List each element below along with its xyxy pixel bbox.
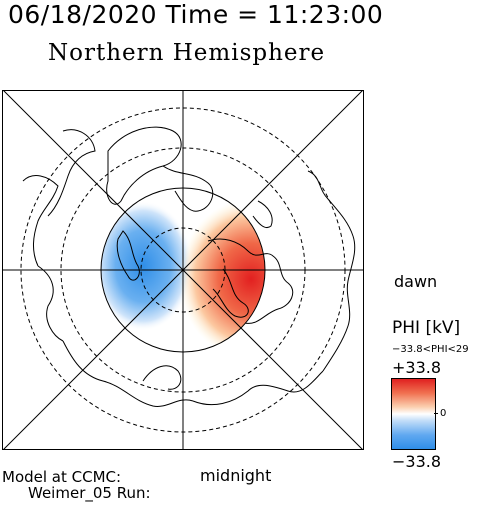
colorbar-mid-label: 0 — [440, 408, 447, 419]
dawn-label: dawn — [394, 272, 438, 291]
run-label: Weimer_05 Run: — [28, 484, 151, 502]
dusk-convection-cell — [101, 201, 193, 331]
date-time-header: 06/18/2020 Time = 11:23:00 — [8, 0, 384, 29]
colorbar-range-text: −33.8<PHI<29 — [392, 344, 469, 355]
colorbar — [391, 378, 436, 450]
colorbar-max-label: +33.8 — [392, 358, 442, 377]
dawn-convection-cell — [179, 199, 265, 352]
colorbar-zero-tick — [434, 413, 438, 414]
colorbar-title: PHI [kV] — [392, 318, 461, 338]
midnight-label: midnight — [200, 466, 272, 485]
map-title: Northern Hemisphere — [48, 40, 326, 66]
colorbar-min-label: −33.8 — [392, 452, 442, 471]
local-time-meridians — [3, 91, 363, 449]
polar-map — [2, 90, 364, 450]
model-label: Model at CCMC: — [2, 468, 122, 486]
